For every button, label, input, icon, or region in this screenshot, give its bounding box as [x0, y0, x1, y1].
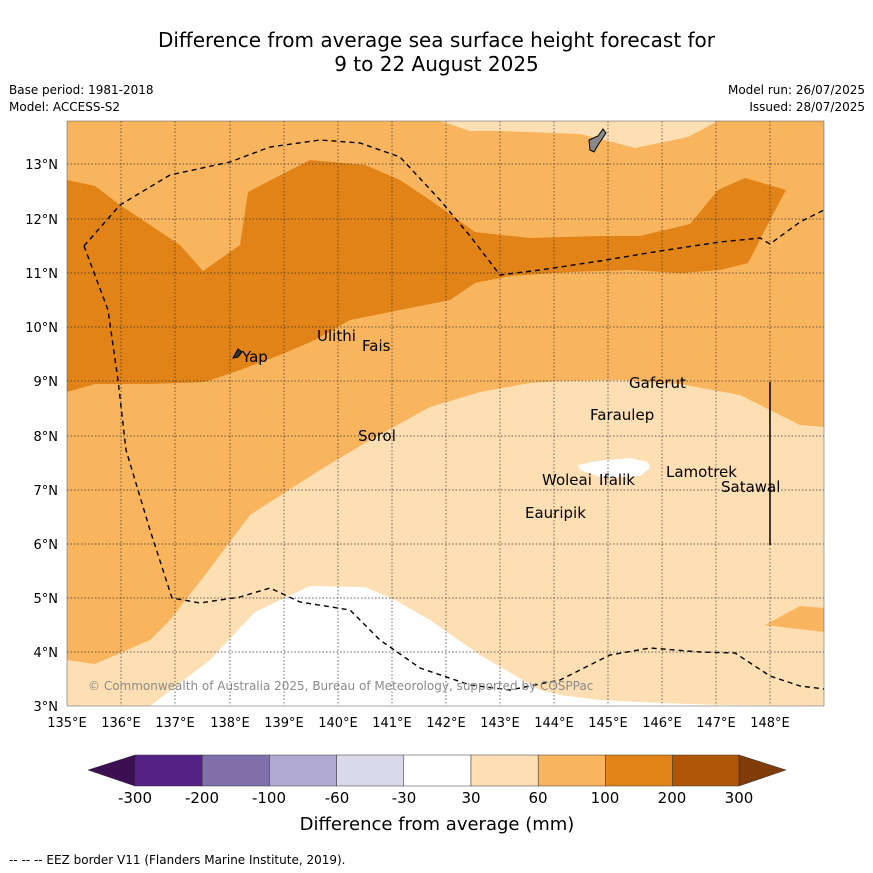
colorbar-swatch: [134, 754, 203, 787]
band-100-200: [67, 160, 786, 392]
lat-label: 6°N: [34, 538, 59, 553]
title-line-2: 9 to 22 August 2025: [334, 52, 539, 76]
colorbar-swatch: [201, 754, 270, 787]
colorbar-swatch: [672, 754, 740, 787]
eez-legend-note: -- -- -- EEZ border V11 (Flanders Marine…: [9, 853, 346, 867]
place-lamotrek: Lamotrek: [666, 463, 737, 481]
lon-label: 140°E: [318, 716, 358, 731]
lat-label: 4°N: [34, 646, 59, 661]
place-fais: Fais: [362, 337, 391, 355]
lon-label: 142°E: [426, 716, 466, 731]
colorbar: [87, 754, 787, 787]
latitude-labels: 13°N 12°N 11°N 10°N 9°N 8°N 7°N 6°N 5°N …: [25, 158, 58, 715]
lon-label: 138°E: [210, 716, 250, 731]
band-30-60-north: [440, 121, 824, 148]
yap-island: [232, 348, 243, 359]
lat-label: 8°N: [34, 430, 59, 445]
lat-label: 13°N: [25, 158, 58, 173]
lat-label: 9°N: [34, 375, 59, 390]
colorbar-swatch: [605, 754, 673, 787]
colorbar-swatch: [403, 754, 472, 787]
colorbar-tick: 300: [725, 789, 754, 807]
longitude-labels: 135°E 136°E 137°E 138°E 139°E 140°E 141°…: [47, 716, 790, 731]
copyright-notice: © Commonwealth of Australia 2025, Bureau…: [88, 679, 593, 693]
colorbar-swatch: [470, 754, 539, 787]
colorbar-tick: 200: [658, 789, 687, 807]
colorbar-tick: 60: [528, 789, 547, 807]
lat-label: 11°N: [25, 267, 58, 282]
place-satawal: Satawal: [721, 478, 780, 496]
place-gaferut: Gaferut: [629, 374, 686, 392]
issued-date: Issued: 28/07/2025: [749, 100, 865, 114]
place-yap: Yap: [241, 348, 268, 366]
colorbar-extend-low: [87, 754, 136, 787]
colorbar-swatch: [336, 754, 405, 787]
place-faraulep: Faraulep: [590, 406, 654, 424]
lat-label: 5°N: [34, 592, 59, 607]
map-frame: [66, 120, 825, 707]
lon-label: 135°E: [47, 716, 87, 731]
colorbar-tick: -60: [325, 789, 350, 807]
colorbar-tick: -300: [118, 789, 152, 807]
lon-label: 136°E: [101, 716, 141, 731]
band-neutral-patch: [578, 458, 650, 478]
colorbar-tick: -200: [185, 789, 219, 807]
colorbar-tick: -100: [252, 789, 286, 807]
guam-island: [588, 128, 607, 153]
model-name: Model: ACCESS-S2: [9, 100, 121, 114]
lon-label: 143°E: [480, 716, 520, 731]
colorbar-tick: 30: [461, 789, 480, 807]
base-period: Base period: 1981-2018: [9, 83, 154, 97]
lon-label: 146°E: [642, 716, 682, 731]
colorbar-ticks: -300 -200 -100 -60 -30 30 60 100 200 300: [118, 789, 753, 807]
lon-label: 141°E: [372, 716, 412, 731]
lon-label: 137°E: [155, 716, 195, 731]
graticule: [67, 121, 824, 706]
lon-label: 144°E: [534, 716, 574, 731]
lon-label: 147°E: [696, 716, 736, 731]
place-eauripik: Eauripik: [525, 504, 586, 522]
lat-label: 10°N: [25, 321, 58, 336]
colorbar-label: Difference from average (mm): [300, 814, 575, 835]
place-ulithi: Ulithi: [317, 327, 356, 345]
colorbar-extend-high: [738, 754, 787, 787]
place-woleai: Woleai: [542, 471, 592, 489]
map-title: Difference from average sea surface heig…: [0, 28, 873, 76]
lon-label: 139°E: [264, 716, 304, 731]
place-ifalik: Ifalik: [599, 471, 635, 489]
meta-right: Model run: 26/07/2025 Issued: 28/07/2025: [728, 82, 865, 116]
lat-label: 7°N: [34, 484, 59, 499]
model-run: Model run: 26/07/2025: [727, 83, 865, 97]
colorbar-swatch: [537, 754, 606, 787]
colorbar-tick: -30: [392, 789, 417, 807]
lon-label: 145°E: [588, 716, 628, 731]
place-sorol: Sorol: [358, 427, 396, 445]
band-neutral-south: [150, 586, 824, 706]
meta-left: Base period: 1981-2018 Model: ACCESS-S2: [9, 82, 154, 116]
colorbar-swatch: [269, 754, 337, 787]
lat-label: 12°N: [25, 213, 58, 228]
title-line-1: Difference from average sea surface heig…: [157, 28, 716, 52]
lat-label: 3°N: [34, 700, 59, 715]
colorbar-tick: 100: [591, 789, 620, 807]
lon-label: 148°E: [750, 716, 790, 731]
place-labels: Yap Ulithi Fais Gaferut Faraulep Sorol L…: [241, 327, 780, 522]
eez-border: [83, 139, 824, 691]
contour-map: [67, 121, 824, 706]
